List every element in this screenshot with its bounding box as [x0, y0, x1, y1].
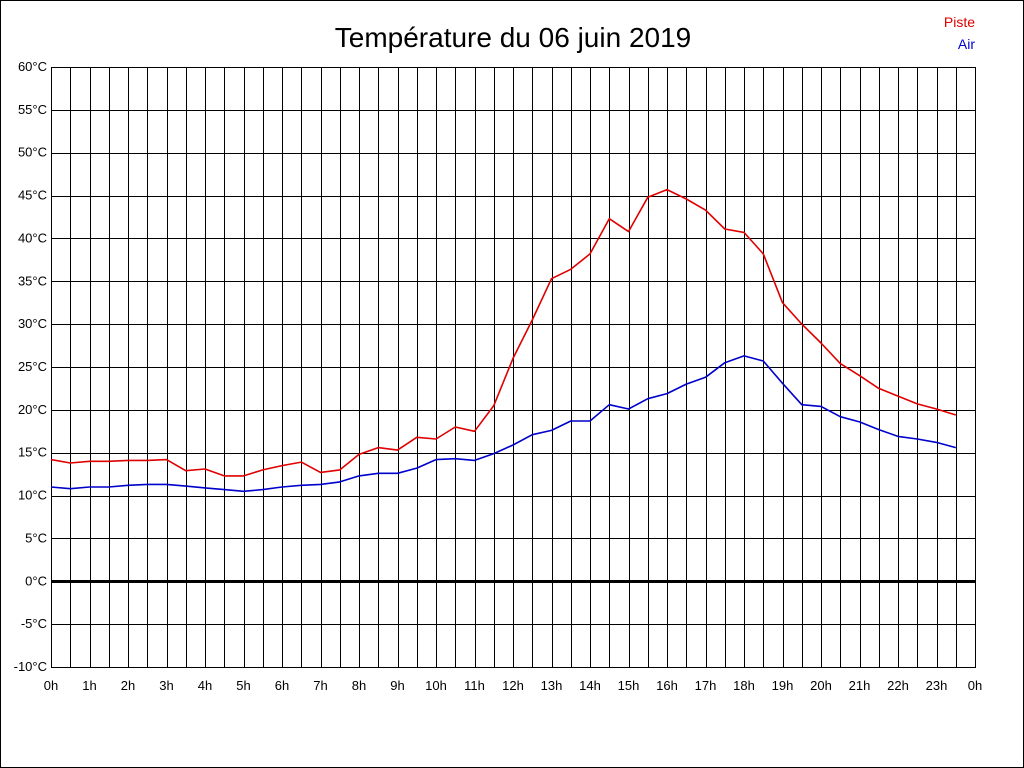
- x-tick-label: 17h: [695, 678, 717, 693]
- x-tick-label: 12h: [502, 678, 524, 693]
- x-tick-label: 20h: [810, 678, 832, 693]
- y-tick-label: 20°C: [18, 402, 47, 417]
- x-tick-label: 8h: [352, 678, 366, 693]
- y-tick-label: 5°C: [25, 530, 47, 545]
- x-tick-label: 15h: [618, 678, 640, 693]
- y-tick-label: 50°C: [18, 145, 47, 160]
- x-tick-label: 0h: [968, 678, 982, 693]
- x-tick-label: 14h: [579, 678, 601, 693]
- y-tick-label: 40°C: [18, 230, 47, 245]
- series-line-air: [50, 355, 957, 493]
- x-tick-label: 1h: [82, 678, 96, 693]
- y-tick-label: 25°C: [18, 359, 47, 374]
- series-lines: [50, 188, 957, 493]
- y-tick-label: 10°C: [18, 488, 47, 503]
- y-tick-label: 0°C: [25, 573, 47, 588]
- x-tick-label: 22h: [887, 678, 909, 693]
- x-tick-label: 9h: [390, 678, 404, 693]
- chart-title: Température du 06 juin 2019: [335, 22, 691, 53]
- x-tick-label: 5h: [236, 678, 250, 693]
- y-axis-ticks: 60°C 55°C 50°C 45°C 40°C 35°C 30°C 25°C 20°C 15°C…: [14, 59, 47, 674]
- legend-piste: Piste: [944, 14, 975, 30]
- x-tick-label: 19h: [772, 678, 794, 693]
- plot-border: [51, 67, 976, 668]
- x-tick-label: 18h: [733, 678, 755, 693]
- y-tick-label: 30°C: [18, 316, 47, 331]
- x-tick-label: 16h: [656, 678, 678, 693]
- y-tick-label: 35°C: [18, 273, 47, 288]
- x-tick-label: 21h: [849, 678, 871, 693]
- x-tick-label: 23h: [926, 678, 948, 693]
- x-tick-label: 6h: [275, 678, 289, 693]
- x-tick-label: 13h: [541, 678, 563, 693]
- legend-air: Air: [958, 36, 975, 52]
- y-tick-label: 55°C: [18, 102, 47, 117]
- x-tick-label: 10h: [425, 678, 447, 693]
- x-axis-ticks: 0h 1h 2h 3h 4h 5h 6h 7h 8h 9h 10h 11h 12h 13h 14h 15h 16…: [44, 678, 982, 693]
- x-tick-label: 2h: [121, 678, 135, 693]
- y-tick-label: -10°C: [14, 659, 47, 674]
- y-tick-label: 60°C: [18, 59, 47, 74]
- x-tick-label: 11h: [464, 678, 485, 693]
- grid: [51, 67, 976, 668]
- x-tick-label: 4h: [198, 678, 212, 693]
- series-line-piste: [50, 188, 957, 477]
- x-tick-label: 0h: [44, 678, 58, 693]
- y-tick-label: -5°C: [21, 616, 47, 631]
- y-tick-label: 45°C: [18, 188, 47, 203]
- y-tick-label: 15°C: [18, 445, 47, 460]
- x-tick-label: 3h: [159, 678, 173, 693]
- x-tick-label: 7h: [313, 678, 327, 693]
